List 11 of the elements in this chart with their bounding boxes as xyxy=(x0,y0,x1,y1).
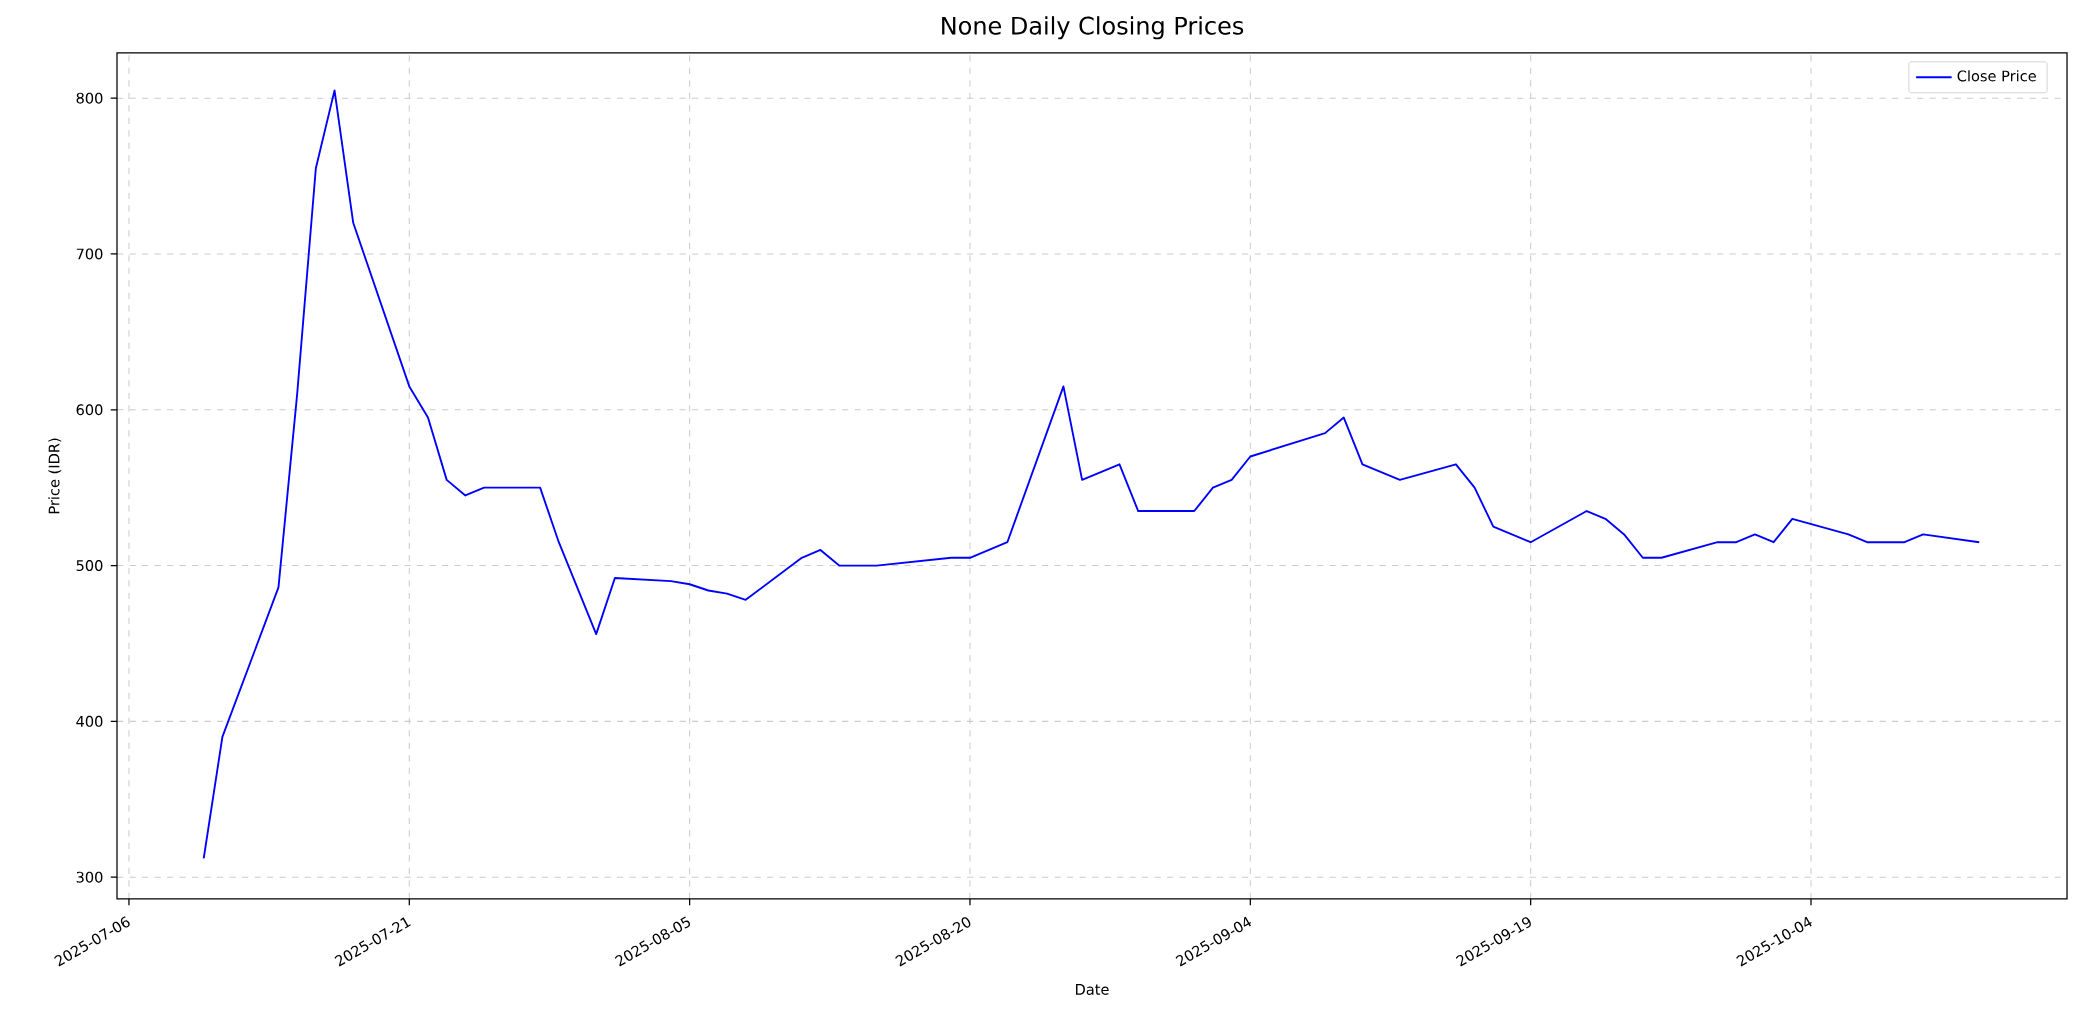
legend-label: Close Price xyxy=(1957,70,2036,82)
chart-title: None Daily Closing Prices xyxy=(942,16,1244,40)
y-axis-title: Price (IDR) xyxy=(48,438,62,514)
y-tick-label: 400 xyxy=(76,715,103,727)
line-series xyxy=(202,89,1981,860)
y-tick-label: 600 xyxy=(76,404,103,416)
y-tick-label: 300 xyxy=(76,871,103,883)
y-tick-label: 500 xyxy=(76,560,103,572)
y-tick-label: 700 xyxy=(76,248,103,260)
x-axis-title: Date xyxy=(1076,984,1109,995)
y-tick-label: 800 xyxy=(76,92,103,104)
